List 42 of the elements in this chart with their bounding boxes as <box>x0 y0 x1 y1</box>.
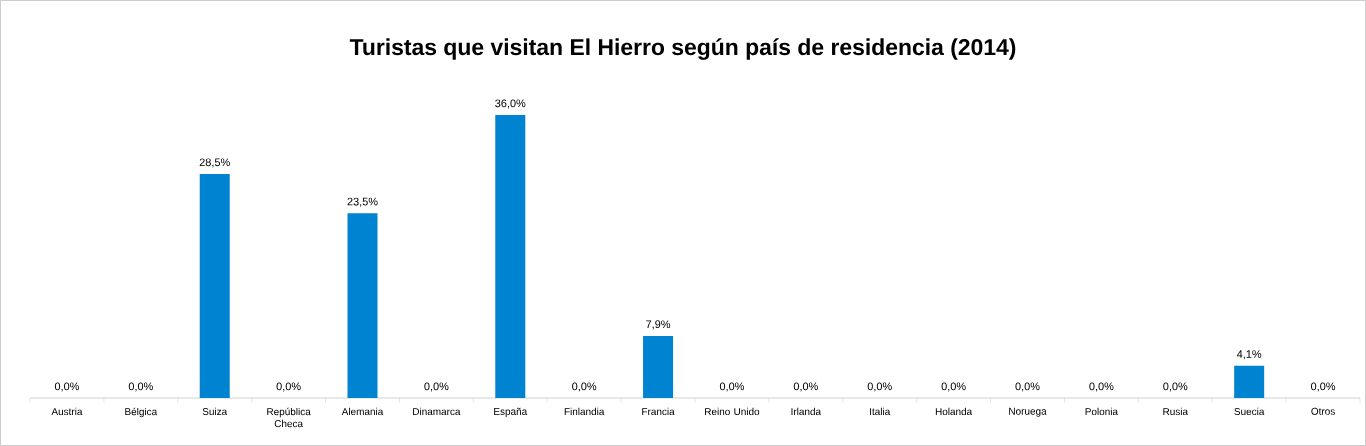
bar <box>1234 365 1265 398</box>
x-tick-label: Suecia <box>1234 407 1265 416</box>
data-label: 0,0% <box>54 382 80 392</box>
x-tick-label: Dinamarca <box>413 407 461 416</box>
x-tick-label: Rusia <box>1163 407 1189 416</box>
data-label: 0,0% <box>1310 382 1336 392</box>
data-label: 28,5% <box>199 158 230 168</box>
x-tick-label: Irlanda <box>791 407 822 416</box>
x-tick-label: España <box>494 407 528 417</box>
data-label: 0,0% <box>793 382 818 392</box>
x-tick-label: Bélgica <box>125 407 158 418</box>
data-label: 4,1% <box>1236 350 1262 360</box>
x-tick-label: Noruega <box>1009 407 1047 417</box>
x-tick-label: Austria <box>51 407 83 416</box>
data-label: 0,0% <box>424 382 449 392</box>
x-tick-label: Alemania <box>341 407 384 416</box>
data-label: 0,0% <box>1163 382 1188 392</box>
data-label: 0,0% <box>941 382 966 392</box>
data-label: 0,0% <box>276 382 301 392</box>
data-label: 36,0% <box>495 99 526 109</box>
bar <box>347 213 378 398</box>
x-tick-label: Reino Unido <box>705 407 760 416</box>
data-label: 0,0% <box>128 382 153 392</box>
chart-title: Turistas que visitan El Hierro según país de residencia (2014) <box>349 38 1016 60</box>
x-tick-label: República Checa <box>267 407 311 428</box>
data-label: 7,9% <box>646 320 671 330</box>
data-label: 23,5% <box>347 197 378 207</box>
x-tick-label: Polonia <box>1085 407 1119 416</box>
x-tick-label: Francia <box>642 407 675 416</box>
x-tick-label: Otros <box>1311 407 1335 415</box>
x-tick-label: Italia <box>870 407 891 416</box>
data-label: 0,0% <box>1089 382 1114 392</box>
data-label: 0,0% <box>867 382 892 392</box>
data-label: 0,0% <box>1015 382 1040 392</box>
data-label: 0,0% <box>719 382 745 392</box>
bar <box>199 173 230 398</box>
data-label: 0,0% <box>572 382 597 392</box>
bar <box>643 335 674 398</box>
bar <box>495 115 526 398</box>
x-tick-label: Holanda <box>935 407 973 416</box>
x-tick-label: Finlandia <box>564 407 605 416</box>
x-tick-label: Suiza <box>202 407 228 416</box>
